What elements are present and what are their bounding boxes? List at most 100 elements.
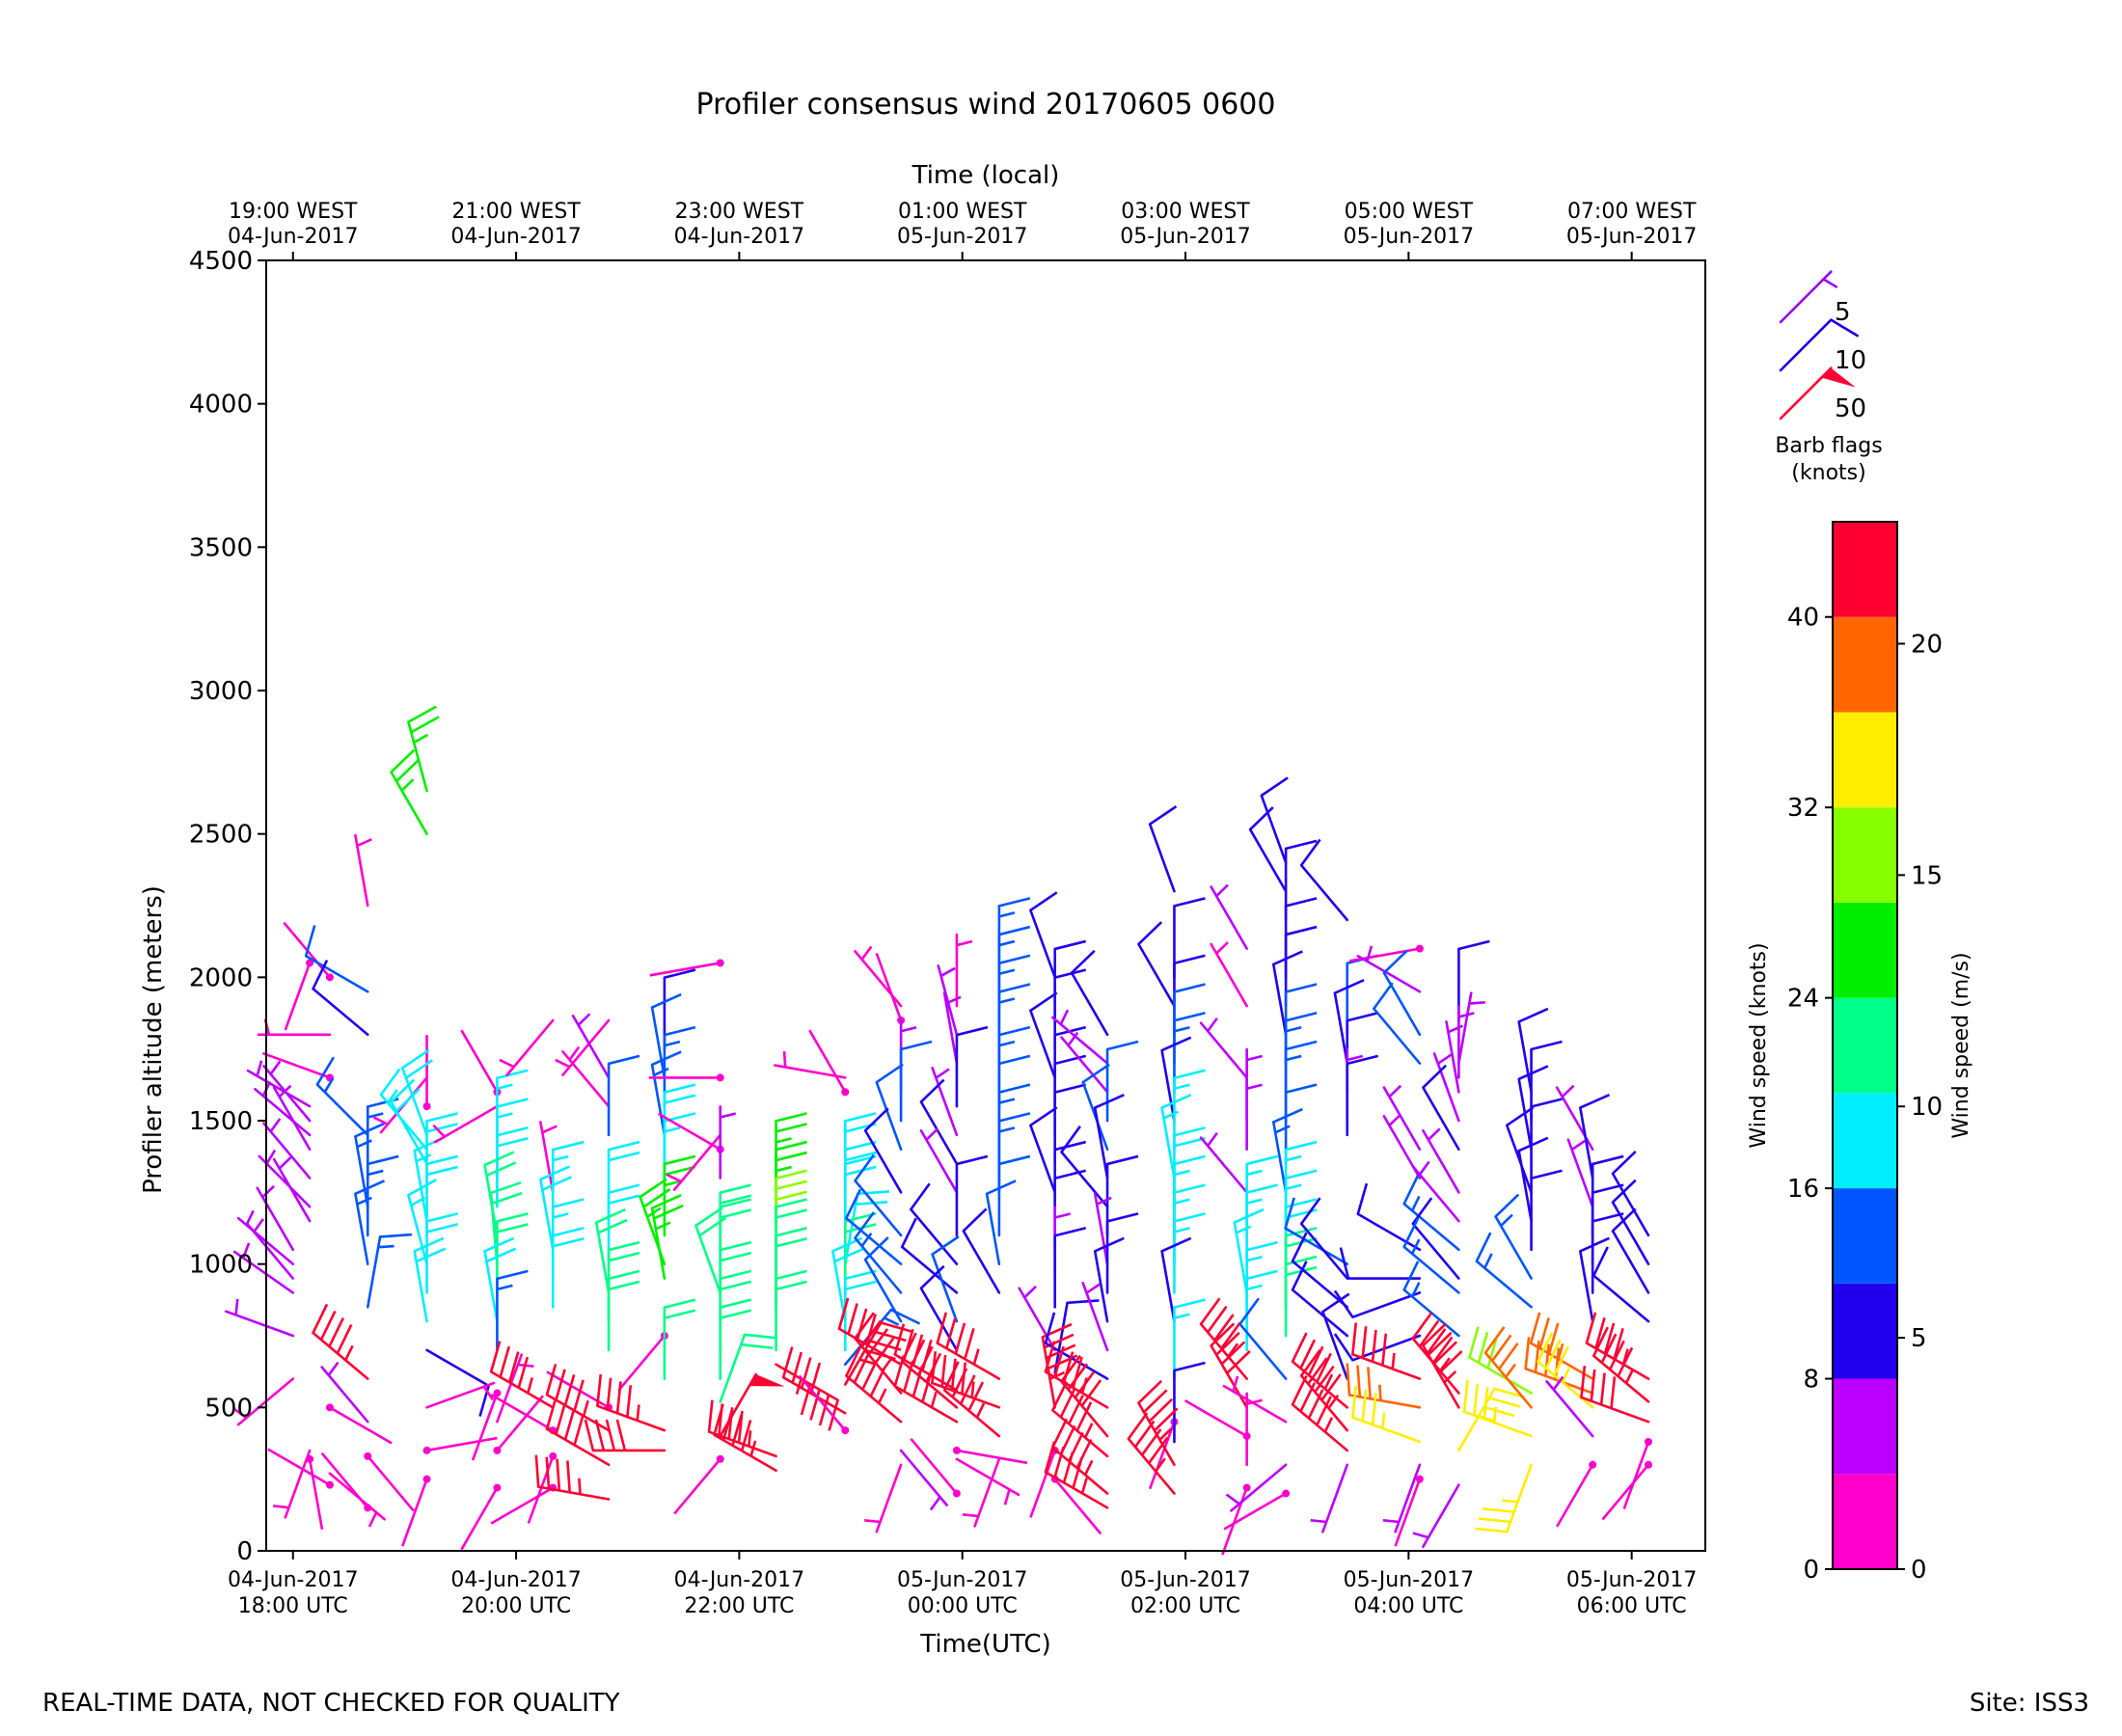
wind-barb — [962, 1457, 1001, 1528]
wind-barb — [1199, 1017, 1248, 1079]
barb-full-feather — [1272, 1107, 1303, 1124]
wind-barb — [1245, 1183, 1278, 1265]
barb-half-feather — [568, 1045, 581, 1061]
barb-full-feather — [1356, 1365, 1362, 1397]
barb-full-feather — [950, 1358, 957, 1391]
barb-full-feather — [775, 1151, 807, 1162]
barb-staff — [232, 1250, 295, 1294]
barb-full-feather — [844, 1223, 877, 1234]
barb-full-feather — [707, 1399, 714, 1432]
wind-barb — [1494, 1193, 1533, 1280]
barb-half-feather — [666, 1173, 682, 1183]
barb-staff — [955, 1457, 1020, 1497]
barb-full-feather — [426, 1154, 458, 1166]
barb-full-feather — [1483, 1405, 1515, 1418]
barb-half-feather — [499, 1058, 515, 1069]
barb-full-feather — [998, 1154, 1031, 1166]
barb-staff — [863, 1128, 903, 1194]
y-tick-label: 4000 — [189, 391, 253, 420]
barb-staff — [1579, 1249, 1594, 1323]
barb-staff — [1148, 1421, 1176, 1490]
barb-staff — [320, 1366, 369, 1424]
barb-half-feather — [265, 1149, 277, 1165]
barb-full-feather — [1137, 1379, 1163, 1404]
colorbar-band — [1833, 616, 1897, 713]
barb-staff — [571, 1015, 611, 1079]
barb-full-feather — [775, 1169, 807, 1180]
barb-half-feather — [1003, 1488, 1011, 1505]
barb-full-feather — [1371, 1393, 1377, 1425]
barb-full-feather — [416, 1247, 447, 1263]
barb-staff — [1199, 1322, 1248, 1380]
barb-full-feather — [1284, 1197, 1295, 1230]
wind-barb — [272, 1084, 312, 1152]
barb-staff — [496, 1395, 544, 1451]
wind-barb — [1382, 949, 1422, 1037]
wind-barb — [258, 1149, 312, 1208]
barb-full-feather — [651, 1050, 682, 1067]
barb-full-feather — [893, 1323, 906, 1355]
barb-full-feather — [608, 1194, 640, 1205]
barb-staff — [1127, 1437, 1176, 1495]
barb-half-feather — [664, 1126, 681, 1133]
barb-staff — [650, 1063, 667, 1137]
barb-full-feather — [1321, 1292, 1350, 1314]
barb-half-feather — [1207, 1131, 1218, 1147]
barb-staff — [258, 1154, 312, 1208]
barb-half-feather — [858, 1358, 876, 1366]
barb-half-feather — [1310, 1518, 1327, 1524]
barb-full-feather — [964, 1328, 975, 1360]
barb-full-feather — [545, 1397, 558, 1430]
barb-full-feather — [1234, 1207, 1265, 1224]
wind-barb — [713, 1403, 777, 1473]
wind-barb — [496, 1269, 529, 1352]
wind-barb — [1029, 1106, 1058, 1194]
barb-full-feather — [319, 1310, 337, 1341]
barb-half-feather — [269, 1060, 282, 1075]
barb-full-feather — [844, 1112, 877, 1123]
barb-full-feather — [1518, 1065, 1549, 1081]
plot-frame — [265, 259, 1706, 1552]
barb-staff — [845, 1216, 903, 1265]
barb-full-feather — [956, 1154, 989, 1166]
barb-staff — [1233, 1221, 1248, 1294]
barb-half-feather — [975, 1402, 986, 1419]
wind-barb — [1402, 1217, 1460, 1294]
barb-half-feather — [939, 966, 956, 978]
barb-full-feather — [497, 1069, 529, 1079]
wind-barb — [1051, 1381, 1109, 1458]
colorbar-ticks: 0 8 16 24 32 40 0 5 10 15 20 — [1787, 604, 1943, 1585]
barb-full-feather — [552, 1227, 585, 1237]
barb-full-feather — [1174, 1361, 1206, 1372]
wind-barb — [962, 1207, 1001, 1294]
barb-full-feather — [720, 1198, 752, 1208]
barb-full-feather — [1285, 1083, 1318, 1094]
barb-full-feather — [485, 1161, 517, 1178]
barb-staff — [1402, 1245, 1460, 1294]
barb-half-feather — [410, 1196, 426, 1207]
barb-half-feather — [1285, 1183, 1302, 1191]
barb-full-feather — [1044, 1341, 1056, 1372]
barb-half-feather — [748, 1430, 752, 1447]
barb-half-feather — [232, 1407, 248, 1420]
barb-full-feather — [407, 1179, 437, 1197]
barb-staff — [673, 1458, 721, 1515]
barb-full-feather — [573, 1414, 585, 1446]
barb-staff — [262, 1065, 312, 1123]
barb-staff — [956, 1449, 1028, 1465]
barb-half-feather — [1382, 1518, 1400, 1524]
wind-barb — [1411, 1160, 1460, 1223]
barb-full-feather — [1585, 1312, 1597, 1343]
barb-staff — [1018, 1287, 1057, 1352]
barb-staff — [1029, 909, 1057, 979]
wind-barb — [808, 1029, 850, 1097]
barb-full-feather — [1373, 982, 1394, 1010]
barb-full-feather — [998, 1054, 1031, 1066]
colorbar-band — [1833, 1378, 1897, 1475]
wind-barb — [594, 1207, 628, 1294]
wind-barb — [1233, 1207, 1265, 1294]
barb-half-feather — [1207, 1017, 1218, 1032]
barb-full-feather — [626, 1385, 633, 1418]
wind-barb — [1173, 1361, 1206, 1444]
barb-staff — [1348, 947, 1421, 963]
